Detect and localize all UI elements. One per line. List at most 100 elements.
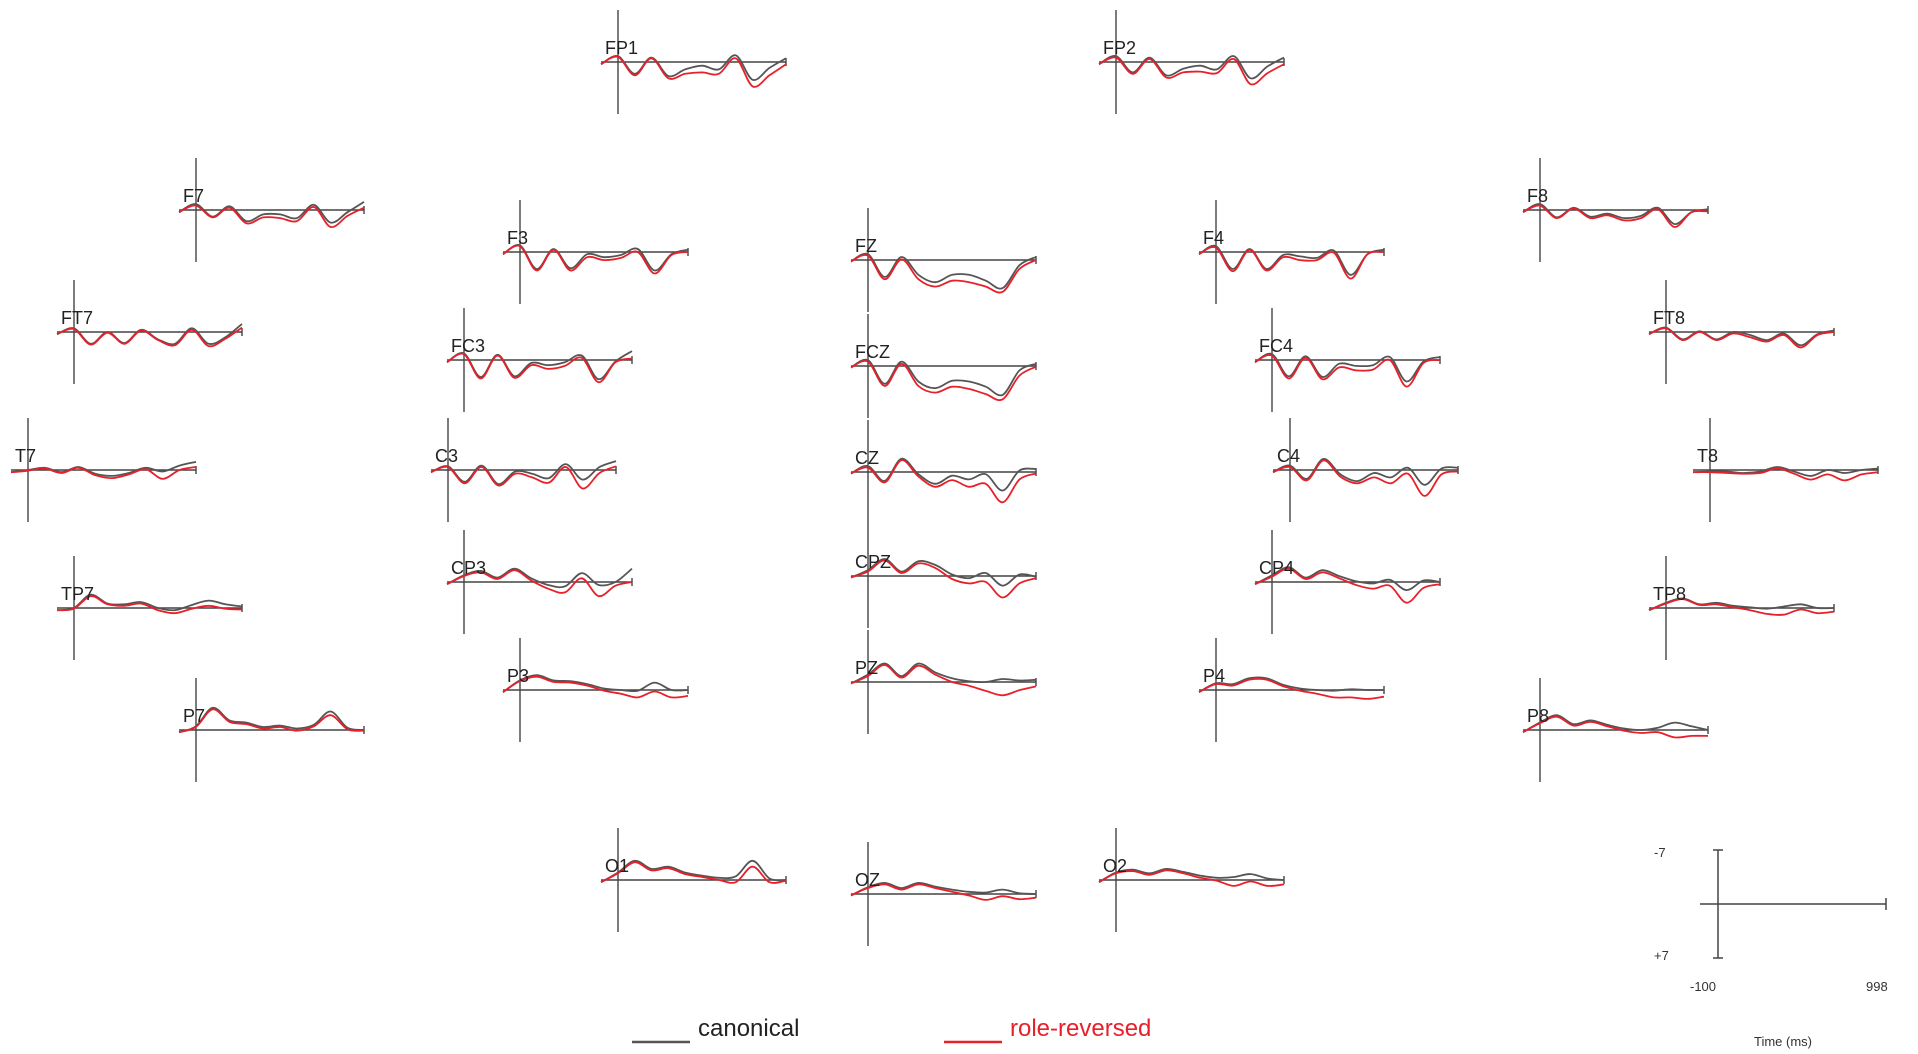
legend-label-canonical: canonical [698,1015,799,1042]
series-line-role-reversed [1692,467,1879,482]
series-line-role-reversed [1522,204,1709,228]
series-line-role-reversed [502,675,689,699]
series-line-canonical [502,674,689,693]
electrode-label: PZ [855,658,878,678]
scale-bar-x-max-label: 998 [1866,979,1888,994]
panel-tp8: TP8 [1648,556,1835,660]
series-line-role-reversed [850,254,1037,294]
electrode-label: CPZ [855,552,891,572]
series-line-canonical [1254,352,1441,383]
series-line-canonical [178,706,365,734]
panel-p4: P4 [1198,638,1385,742]
series-line-role-reversed [1272,459,1459,497]
electrode-label: F4 [1203,228,1224,248]
scale-bar: -7 +7 -100 998 Time (ms) [1654,845,1888,1049]
series-line-canonical [850,252,1037,290]
series-line-role-reversed [1254,567,1441,604]
panel-p3: P3 [502,638,689,742]
panel-ft8: FT8 [1648,280,1835,384]
electrode-label: FC3 [451,336,485,356]
panel-cp3: CP3 [446,530,633,634]
series-line-canonical [850,358,1037,397]
series-line-canonical [1254,566,1441,592]
electrode-label: OZ [855,870,880,890]
series-line-canonical [446,350,633,381]
series-line-role-reversed [1254,354,1441,388]
series-line-role-reversed [850,664,1037,697]
series-line-role-reversed [446,569,633,598]
panel-fp2: FP2 [1098,10,1285,114]
electrode-label: CP4 [1259,558,1294,578]
electrode-label: C4 [1277,446,1300,466]
panel-oz: OZ [850,842,1037,946]
series-line-canonical [1198,676,1385,693]
series-line-role-reversed [56,326,243,348]
series-line-role-reversed [1648,327,1835,349]
series-line-role-reversed [178,708,365,734]
electrode-label: FP2 [1103,38,1136,58]
panel-cp4: CP4 [1254,530,1441,634]
electrode-label: P8 [1527,706,1549,726]
legend: canonical role-reversed [632,1015,1151,1044]
series-line-canonical [1198,244,1385,276]
panel-ft7: FT7 [56,280,243,384]
electrode-label: CP3 [451,558,486,578]
series-line-canonical [1692,466,1879,477]
series-line-canonical [56,593,243,612]
series-line-role-reversed [850,883,1037,901]
electrode-label: T8 [1697,446,1718,466]
series-line-canonical [430,460,617,485]
electrode-label: P7 [183,706,205,726]
series-line-canonical [446,567,633,589]
electrode-label: FZ [855,236,877,256]
electrode-label: F3 [507,228,528,248]
panel-o1: O1 [600,828,787,932]
series-line-canonical [850,881,1037,897]
scale-bar-x-min-label: -100 [1690,979,1716,994]
panel-f8: F8 [1522,158,1709,262]
panel-tp7: TP7 [56,556,243,660]
series-line-role-reversed [56,595,243,615]
electrode-label: F7 [183,186,204,206]
panel-pz: PZ [850,630,1037,734]
electrode-label: O2 [1103,856,1127,876]
panel-fc4: FC4 [1254,308,1441,412]
electrode-label: O1 [605,856,629,876]
electrode-label: CZ [855,448,879,468]
series-line-role-reversed [446,352,633,384]
scale-bar-x-title: Time (ms) [1754,1034,1812,1049]
electrode-label: FC4 [1259,336,1293,356]
electrode-label: T7 [15,446,36,466]
series-line-role-reversed [600,55,787,88]
electrode-label: C3 [435,446,458,466]
panel-fcz: FCZ [850,314,1037,418]
series-line-role-reversed [1522,715,1709,739]
series-line-role-reversed [850,459,1037,504]
panel-cpz: CPZ [850,524,1037,628]
series-line-role-reversed [600,861,787,884]
panel-cz: CZ [850,420,1037,524]
panel-t7: T7 [10,418,197,522]
panel-f4: F4 [1198,200,1385,304]
series-line-canonical [178,201,365,224]
series-line-role-reversed [1648,598,1835,616]
panel-c3: C3 [430,418,617,522]
series-line-canonical [1098,867,1285,883]
electrode-label: P3 [507,666,529,686]
electrode-panels: FP1 FP2 F7 F3 FZ F4 F8 FT7 FC3 FCZ FC4 FT8 T7 C3 CZ C4 T… [10,10,1879,946]
series-line-canonical [1272,458,1459,486]
panel-p8: P8 [1522,678,1709,782]
electrode-label: FT8 [1653,308,1685,328]
series-line-role-reversed [850,559,1037,599]
electrode-label: TP8 [1653,584,1686,604]
series-line-canonical [502,244,689,272]
series-line-canonical [850,457,1037,492]
panel-c4: C4 [1272,418,1459,522]
electrode-label: P4 [1203,666,1225,686]
legend-label-role-reversed: role-reversed [1010,1015,1151,1042]
scale-bar-y-pos-label: +7 [1654,948,1669,963]
panel-fc3: FC3 [446,308,633,412]
series-line-canonical [1522,714,1709,733]
series-line-role-reversed [1198,677,1385,700]
